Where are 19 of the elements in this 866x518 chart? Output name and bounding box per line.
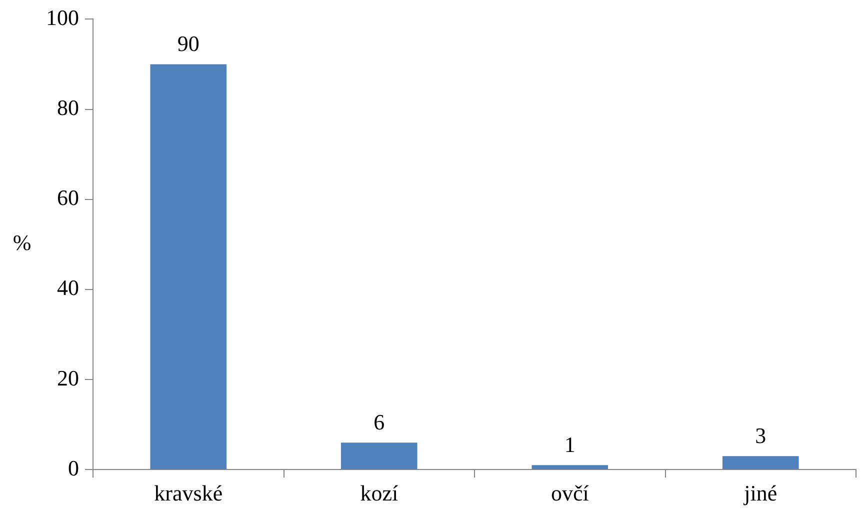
bar xyxy=(722,456,799,470)
y-tick-label: 100 xyxy=(46,4,79,30)
data-label: 6 xyxy=(374,409,385,434)
y-tick-label: 60 xyxy=(57,185,79,210)
bar xyxy=(150,64,227,470)
bar xyxy=(532,465,608,470)
y-tick-label: 40 xyxy=(57,275,79,300)
data-label: 3 xyxy=(755,422,766,448)
x-tick-label: jiné xyxy=(743,480,778,506)
x-tick-label: kravské xyxy=(154,480,223,506)
x-tick-label: kozí xyxy=(360,480,398,506)
y-tick-label: 80 xyxy=(57,95,79,120)
y-tick-label: 0 xyxy=(68,455,79,480)
y-axis-title: % xyxy=(12,230,32,256)
x-tick-label: ovčí xyxy=(550,480,589,506)
bar xyxy=(340,442,418,470)
data-label: 1 xyxy=(564,432,576,457)
data-label: 90 xyxy=(177,31,200,56)
y-tick-label: 20 xyxy=(57,365,79,390)
